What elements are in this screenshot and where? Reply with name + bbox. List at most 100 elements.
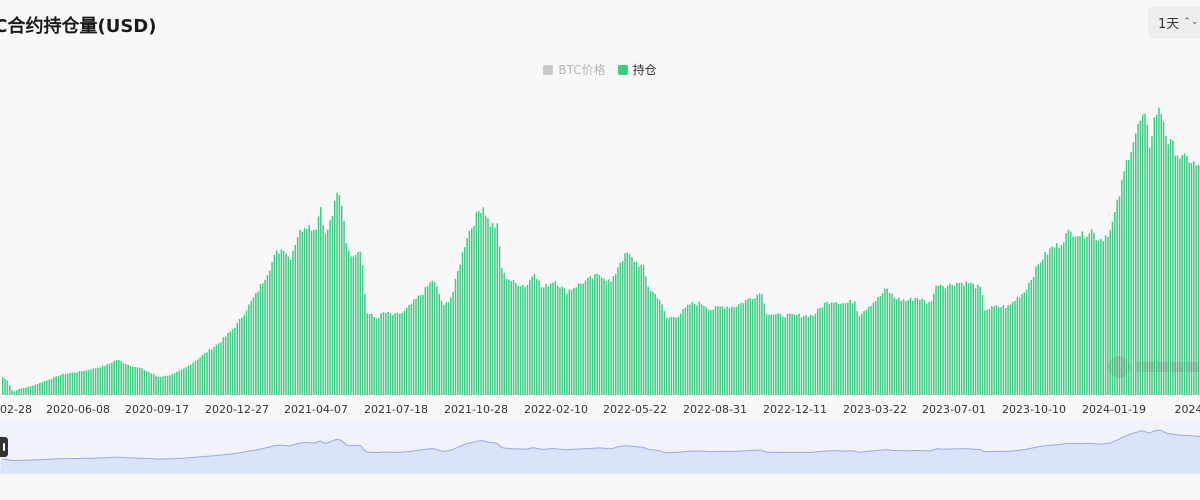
bar-229 — [533, 274, 536, 395]
bar-212 — [494, 227, 496, 395]
bar-132 — [308, 225, 310, 395]
bar-361 — [840, 303, 842, 395]
x-tick-label-11: 2023-03-22 — [843, 403, 907, 416]
bar-19 — [46, 380, 48, 395]
bar-324 — [754, 298, 756, 395]
bar-343 — [798, 313, 800, 395]
bar-434 — [1009, 304, 1012, 395]
data-zoom-slider[interactable] — [0, 420, 1200, 474]
slider-preview-line — [1, 429, 1200, 462]
x-tick-label-14: 2024-01-19 — [1082, 403, 1146, 416]
bar-174 — [405, 307, 408, 395]
bar-186 — [433, 282, 436, 395]
bar-113 — [264, 279, 266, 395]
bar-89 — [208, 349, 211, 395]
bar-164 — [382, 312, 385, 395]
bar-6 — [15, 390, 18, 395]
bar-431 — [1002, 305, 1005, 395]
bar-11 — [27, 386, 30, 395]
bar-304 — [707, 309, 710, 395]
bar-404 — [939, 284, 942, 395]
bar-1 — [4, 378, 6, 395]
bar-208 — [484, 215, 487, 395]
bar-241 — [561, 286, 564, 395]
bar-119 — [278, 253, 280, 395]
bar-112 — [262, 283, 264, 395]
bar-250 — [582, 283, 584, 395]
time-range-select[interactable]: 1天 ⌃⌄ — [1148, 6, 1200, 38]
bar-331 — [770, 314, 772, 395]
bar-470 — [1093, 232, 1095, 395]
bar-130 — [303, 227, 306, 395]
bar-114 — [266, 275, 269, 395]
bar-458 — [1065, 233, 1067, 395]
bar-423 — [984, 310, 986, 395]
bar-26 — [62, 373, 64, 395]
bar-460 — [1069, 231, 1072, 395]
bar-387 — [900, 300, 902, 395]
bar-462 — [1074, 236, 1077, 395]
bar-14 — [34, 384, 36, 395]
bar-131 — [306, 229, 308, 395]
bar-64 — [150, 373, 153, 395]
bar-417 — [970, 282, 972, 395]
bar-451 — [1049, 248, 1051, 395]
bar-167 — [389, 313, 392, 395]
bar-96 — [224, 336, 227, 395]
bar-252 — [587, 277, 589, 395]
time-range-value: 1天 — [1158, 16, 1180, 32]
bar-482 — [1121, 179, 1123, 395]
bar-316 — [735, 306, 738, 395]
bar-476 — [1107, 236, 1109, 395]
bar-63 — [148, 372, 150, 395]
bar-106 — [248, 304, 250, 395]
bar-461 — [1072, 236, 1074, 395]
legend-item-1[interactable]: 持仓 — [617, 61, 657, 78]
bar-301 — [700, 304, 703, 395]
bar-272 — [633, 262, 635, 395]
bar-275 — [640, 264, 642, 395]
bar-321 — [747, 298, 749, 395]
bar-289 — [672, 316, 675, 395]
bar-384 — [893, 297, 896, 395]
bar-336 — [782, 316, 784, 395]
bar-34 — [80, 371, 83, 395]
bar-418 — [972, 283, 974, 395]
slider-left-handle[interactable] — [0, 437, 8, 457]
bar-300 — [698, 301, 701, 395]
bar-188 — [438, 294, 440, 395]
bar-330 — [768, 314, 770, 395]
bar-202 — [470, 228, 473, 395]
bar-200 — [466, 238, 468, 395]
bar-279 — [649, 291, 652, 395]
bar-374 — [870, 305, 872, 395]
bar-209 — [487, 218, 489, 395]
bar-80 — [187, 365, 190, 395]
bar-129 — [301, 231, 303, 395]
bar-297 — [691, 301, 694, 395]
bar-52 — [122, 363, 125, 395]
bar-170 — [396, 312, 399, 395]
legend-item-0[interactable]: BTC价格 — [543, 61, 606, 78]
bar-142 — [331, 216, 334, 395]
bar-100 — [234, 328, 236, 395]
bar-485 — [1128, 160, 1130, 395]
bar-184 — [429, 282, 431, 395]
bar-507 — [1179, 158, 1181, 395]
bar-419 — [974, 288, 977, 395]
bar-306 — [712, 309, 714, 395]
bar-177 — [412, 299, 415, 395]
bar-487 — [1132, 142, 1135, 395]
bar-309 — [719, 306, 721, 395]
bar-502 — [1167, 144, 1169, 395]
bar-151 — [352, 256, 355, 395]
bar-238 — [554, 281, 557, 395]
bar-499 — [1160, 114, 1163, 396]
bar-183 — [426, 286, 429, 395]
bar-472 — [1097, 240, 1100, 395]
bar-271 — [631, 257, 633, 395]
bar-27 — [64, 374, 67, 395]
bar-492 — [1144, 113, 1146, 396]
bar-50 — [118, 359, 120, 395]
bar-299 — [696, 305, 698, 395]
